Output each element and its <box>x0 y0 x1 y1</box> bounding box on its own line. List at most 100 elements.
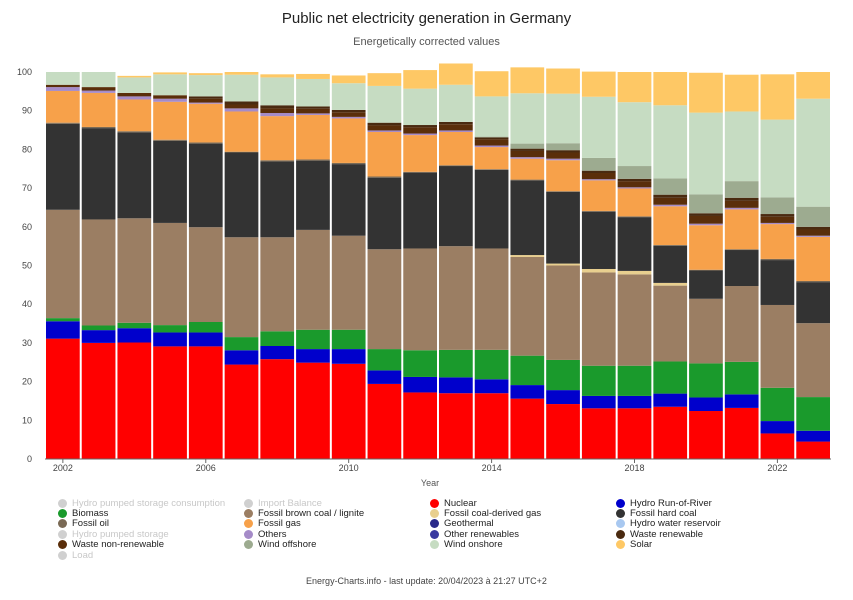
bar-segment-2019-biomass[interactable] <box>653 361 688 394</box>
legend-item-others[interactable]: Others <box>244 529 430 540</box>
bar-segment-2023-biomass[interactable] <box>796 397 830 431</box>
bar-segment-2021-hydro-run-of-river[interactable] <box>724 394 759 408</box>
bar-segment-2004-fossil-hard-coal[interactable] <box>117 132 152 219</box>
bar-segment-2018-nuclear[interactable] <box>617 408 652 459</box>
bar-segment-2023-hydro-run-of-river[interactable] <box>796 430 830 442</box>
bar-segment-2017-fossil-gas[interactable] <box>581 180 616 211</box>
bar-segment-2013-solar[interactable] <box>439 63 473 85</box>
bar-segment-2011-waste-renewable[interactable] <box>367 122 402 126</box>
bar-segment-2018-wind-onshore[interactable] <box>617 102 652 167</box>
bar-segment-2015-waste-non-renewable[interactable] <box>510 150 545 158</box>
bar-segment-2010-fossil-gas[interactable] <box>331 118 366 163</box>
bar-segment-2013-nuclear[interactable] <box>439 393 473 459</box>
bar-segment-2011-fossil-oil[interactable] <box>367 176 402 178</box>
bar-segment-2009-biomass[interactable] <box>296 329 330 350</box>
bar-segment-2016-waste-renewable[interactable] <box>546 150 580 153</box>
bar-segment-2009-waste-renewable[interactable] <box>296 106 330 109</box>
bar-segment-2011-fossil-gas[interactable] <box>367 131 402 177</box>
bar-segment-2019-others[interactable] <box>653 204 688 207</box>
bar-segment-2016-wind-offshore[interactable] <box>546 143 580 151</box>
bar-segment-2022-biomass[interactable] <box>760 387 795 422</box>
bar-segment-2017-fossil-brown-coal-lignite[interactable] <box>581 272 616 366</box>
bar-segment-2021-fossil-hard-coal[interactable] <box>724 250 759 287</box>
bar-segment-2013-fossil-brown-coal-lignite[interactable] <box>439 246 473 350</box>
bar-segment-2019-waste-non-renewable[interactable] <box>653 197 688 205</box>
bar-segment-2016-biomass[interactable] <box>546 359 580 391</box>
bar-segment-2008-fossil-gas[interactable] <box>260 116 295 161</box>
bar-segment-2004-others[interactable] <box>117 96 152 100</box>
bar-segment-2018-others[interactable] <box>617 187 652 189</box>
bar-segment-2016-nuclear[interactable] <box>546 404 580 459</box>
bar-segment-2002-wind-onshore[interactable] <box>46 72 80 85</box>
bar-segment-2019-fossil-coal-derived-gas[interactable] <box>653 282 688 286</box>
legend-item-load[interactable]: Load <box>58 550 244 561</box>
bar-segment-2015-wind-offshore[interactable] <box>510 143 545 149</box>
bar-segment-2018-fossil-coal-derived-gas[interactable] <box>617 270 652 275</box>
bar-segment-2010-nuclear[interactable] <box>331 363 366 459</box>
bar-segment-2012-wind-onshore[interactable] <box>403 88 437 126</box>
bar-segment-2021-fossil-brown-coal-lignite[interactable] <box>724 286 759 362</box>
bar-segment-2008-wind-onshore[interactable] <box>260 77 295 106</box>
bar-segment-2020-wind-onshore[interactable] <box>689 112 723 195</box>
bar-segment-2022-waste-renewable[interactable] <box>760 214 795 217</box>
bar-segment-2017-nuclear[interactable] <box>581 408 616 459</box>
bar-segment-2008-hydro-run-of-river[interactable] <box>260 346 295 360</box>
bar-segment-2016-waste-non-renewable[interactable] <box>546 152 580 159</box>
bar-segment-2020-fossil-oil[interactable] <box>689 269 723 271</box>
bar-segment-2009-hydro-run-of-river[interactable] <box>296 349 330 363</box>
bar-segment-2023-wind-onshore[interactable] <box>796 98 830 207</box>
bar-segment-2018-wind-offshore[interactable] <box>617 166 652 179</box>
bar-segment-2013-waste-non-renewable[interactable] <box>439 124 473 131</box>
bar-segment-2021-nuclear[interactable] <box>724 407 759 459</box>
bar-segment-2007-others[interactable] <box>224 108 259 112</box>
bar-segment-2019-fossil-hard-coal[interactable] <box>653 245 688 283</box>
bar-segment-2012-waste-renewable[interactable] <box>403 125 437 128</box>
bar-segment-2011-nuclear[interactable] <box>367 383 402 459</box>
bar-segment-2009-waste-non-renewable[interactable] <box>296 108 330 114</box>
bar-segment-2015-fossil-oil[interactable] <box>510 179 545 181</box>
legend-item-geothermal[interactable]: Geothermal <box>430 518 616 529</box>
bar-segment-2019-fossil-oil[interactable] <box>653 244 688 246</box>
bar-segment-2010-fossil-oil[interactable] <box>331 162 366 165</box>
bar-segment-2003-fossil-hard-coal[interactable] <box>81 128 116 220</box>
bar-segment-2012-others[interactable] <box>403 133 437 136</box>
bar-segment-2006-wind-onshore[interactable] <box>188 75 223 97</box>
bar-segment-2020-waste-non-renewable[interactable] <box>689 215 723 224</box>
bar-segment-2006-biomass[interactable] <box>188 322 223 333</box>
bar-segment-2005-nuclear[interactable] <box>153 346 187 459</box>
bar-segment-2003-biomass[interactable] <box>81 325 116 331</box>
bar-segment-2006-waste-renewable[interactable] <box>188 96 223 99</box>
legend-item-wind-offshore[interactable]: Wind offshore <box>244 539 430 550</box>
bar-segment-2016-fossil-oil[interactable] <box>546 191 580 192</box>
bar-segment-2007-fossil-oil[interactable] <box>224 151 259 153</box>
bar-segment-2015-others[interactable] <box>510 157 545 159</box>
bar-segment-2005-biomass[interactable] <box>153 325 187 333</box>
bar-segment-2009-fossil-hard-coal[interactable] <box>296 160 330 230</box>
bar-segment-2010-others[interactable] <box>331 116 366 119</box>
bar-segment-2013-wind-onshore[interactable] <box>439 84 473 122</box>
bar-segment-2007-waste-non-renewable[interactable] <box>224 104 259 109</box>
bar-segment-2023-wind-offshore[interactable] <box>796 206 830 227</box>
bar-segment-2018-waste-renewable[interactable] <box>617 178 652 182</box>
bar-segment-2004-hydro-run-of-river[interactable] <box>117 328 152 343</box>
legend-item-solar[interactable]: Solar <box>616 539 802 550</box>
bar-segment-2022-nuclear[interactable] <box>760 433 795 459</box>
bar-segment-2014-fossil-brown-coal-lignite[interactable] <box>474 248 509 350</box>
bar-segment-2011-fossil-hard-coal[interactable] <box>367 177 402 250</box>
legend-item-biomass[interactable]: Biomass <box>58 508 244 519</box>
bar-segment-2009-fossil-gas[interactable] <box>296 114 330 160</box>
bar-segment-2017-waste-renewable[interactable] <box>581 170 616 174</box>
bar-segment-2014-nuclear[interactable] <box>474 393 509 459</box>
bar-segment-2022-fossil-hard-coal[interactable] <box>760 260 795 305</box>
bar-segment-2014-others[interactable] <box>474 145 509 148</box>
bar-segment-2002-biomass[interactable] <box>46 318 80 322</box>
bar-segment-2004-waste-non-renewable[interactable] <box>117 92 152 97</box>
bar-segment-2015-nuclear[interactable] <box>510 398 545 459</box>
bar-segment-2022-fossil-gas[interactable] <box>760 224 795 259</box>
bar-segment-2008-fossil-brown-coal-lignite[interactable] <box>260 237 295 332</box>
bar-segment-2021-waste-renewable[interactable] <box>724 197 759 201</box>
bar-segment-2016-hydro-run-of-river[interactable] <box>546 390 580 405</box>
bar-segment-2004-wind-onshore[interactable] <box>117 77 152 93</box>
bar-segment-2016-fossil-brown-coal-lignite[interactable] <box>546 265 580 360</box>
bar-segment-2014-fossil-hard-coal[interactable] <box>474 169 509 249</box>
